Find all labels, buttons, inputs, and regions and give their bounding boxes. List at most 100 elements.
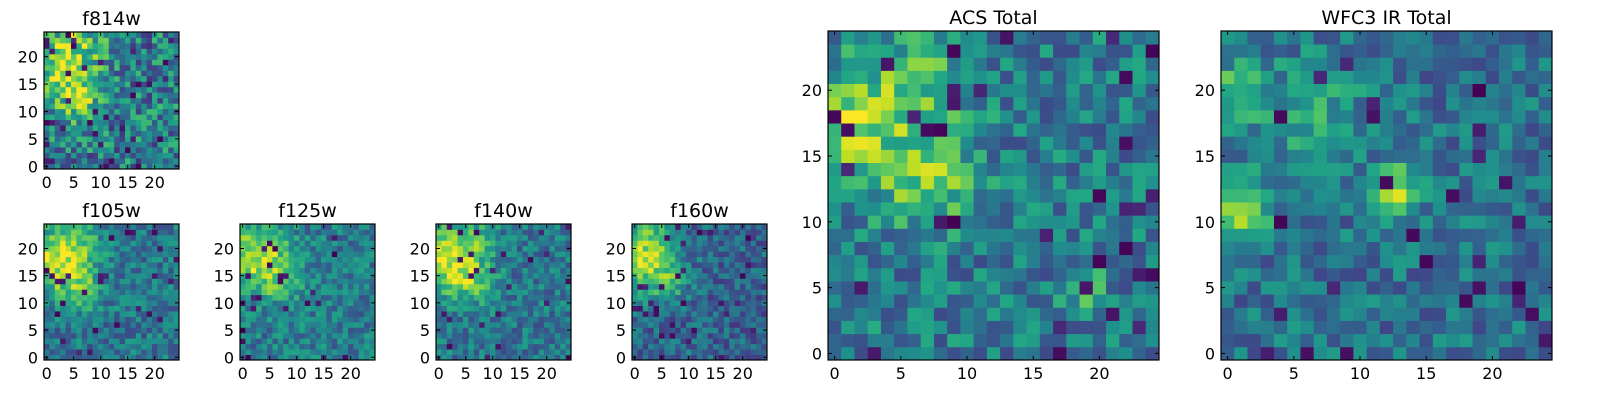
heatmap-cell xyxy=(331,224,338,230)
heatmap-cell xyxy=(141,75,147,82)
heatmap-cell xyxy=(867,346,882,361)
heatmap-cell xyxy=(60,59,66,66)
heatmap-cell xyxy=(157,125,164,132)
heatmap-cell xyxy=(1234,83,1248,98)
heatmap-cell xyxy=(1485,320,1500,335)
heatmap-cell xyxy=(337,245,343,252)
heatmap-cell xyxy=(315,311,322,317)
heatmap-cell xyxy=(294,262,300,268)
heatmap-cell xyxy=(256,321,262,328)
heatmap-cell xyxy=(240,316,246,323)
heatmap-cell xyxy=(669,311,676,317)
heatmap-cell xyxy=(691,229,698,236)
heatmap-cell xyxy=(664,300,671,306)
heatmap-cell xyxy=(841,123,855,137)
heatmap-cell xyxy=(1132,320,1147,335)
heatmap-cell xyxy=(1499,57,1513,71)
heatmap-cell xyxy=(76,86,83,93)
heatmap-cell xyxy=(1106,149,1120,163)
heatmap-cell xyxy=(152,300,158,306)
heatmap-cell xyxy=(114,86,120,93)
heatmap-cell xyxy=(457,267,464,274)
heatmap-cell xyxy=(729,294,735,301)
heatmap-cell xyxy=(81,354,88,361)
heatmap-cell xyxy=(146,229,153,236)
heatmap-cell xyxy=(54,327,61,334)
heatmap-cell xyxy=(146,300,153,306)
heatmap-cell xyxy=(125,136,131,142)
heatmap-cell xyxy=(828,188,842,203)
heatmap-cell xyxy=(675,229,681,236)
heatmap-cell xyxy=(1000,215,1014,229)
heatmap-cell xyxy=(119,136,126,142)
heatmap-cell xyxy=(664,354,671,361)
heatmap-cell xyxy=(173,321,180,328)
heatmap-cell xyxy=(326,338,333,345)
heatmap-cell xyxy=(103,283,110,290)
heatmap-cell xyxy=(1079,307,1094,321)
heatmap-cell xyxy=(637,224,644,230)
heatmap-cell xyxy=(718,349,725,355)
heatmap-cell xyxy=(321,283,327,290)
heatmap-cell xyxy=(364,294,370,301)
heatmap-cell xyxy=(54,305,61,312)
heatmap-cell xyxy=(920,320,935,335)
heatmap-cell xyxy=(49,278,56,285)
heatmap-cell xyxy=(527,311,534,317)
heatmap-cell xyxy=(675,343,681,350)
heatmap-cell xyxy=(1379,333,1394,348)
heatmap-cell xyxy=(130,59,137,66)
heatmap-cell xyxy=(294,256,300,263)
heatmap-cell xyxy=(65,229,72,236)
heatmap-cell xyxy=(1092,83,1107,98)
heatmap-cell xyxy=(1485,31,1500,45)
heatmap-cell xyxy=(854,136,869,150)
heatmap-cell xyxy=(1446,215,1460,229)
heatmap-cell xyxy=(933,31,948,45)
heatmap-cell xyxy=(1353,254,1368,269)
heatmap-cell xyxy=(65,92,72,99)
heatmap-cell xyxy=(1472,307,1487,321)
heatmap-cell xyxy=(65,272,72,279)
heatmap-cell xyxy=(44,114,50,121)
heatmap-cell xyxy=(750,343,757,350)
heatmap-cell xyxy=(358,305,365,312)
heatmap-cell xyxy=(669,229,676,236)
heatmap-cell xyxy=(331,229,338,236)
heatmap-cell xyxy=(331,305,338,312)
heatmap-cell xyxy=(933,44,948,58)
heatmap-cell xyxy=(718,240,725,247)
heatmap-cell xyxy=(463,327,469,334)
heatmap-cell xyxy=(245,272,252,279)
heatmap-cell xyxy=(125,147,131,153)
heatmap-cell xyxy=(527,354,534,361)
heatmap-cell xyxy=(675,240,681,247)
heatmap-cell xyxy=(130,86,137,93)
heatmap-cell xyxy=(511,251,518,258)
heatmap-cell xyxy=(103,300,110,306)
heatmap-cell xyxy=(49,37,56,44)
heatmap-cell xyxy=(894,294,908,308)
heatmap-cell xyxy=(114,103,120,110)
heatmap-cell xyxy=(1353,162,1368,177)
heatmap-cell xyxy=(81,152,88,159)
heatmap-cell xyxy=(54,108,61,115)
heatmap-cell xyxy=(495,229,502,236)
heatmap-cell xyxy=(1499,333,1513,348)
heatmap-cell xyxy=(98,283,104,290)
heatmap-cell xyxy=(517,240,523,247)
heatmap-cell xyxy=(60,92,66,99)
heatmap-cell xyxy=(1106,267,1120,282)
heatmap-cell xyxy=(554,283,561,290)
heatmap-cell xyxy=(60,108,66,115)
heatmap-cell xyxy=(49,283,56,290)
heatmap-cell xyxy=(664,316,671,323)
heatmap-cell xyxy=(315,300,322,306)
heatmap-cell xyxy=(92,343,99,350)
heatmap-cell xyxy=(157,141,164,148)
heatmap-cell xyxy=(648,234,654,241)
axes-frame xyxy=(239,223,376,361)
heatmap-cell xyxy=(675,332,681,339)
heatmap-cell xyxy=(1106,175,1120,190)
heatmap-cell xyxy=(326,278,333,285)
